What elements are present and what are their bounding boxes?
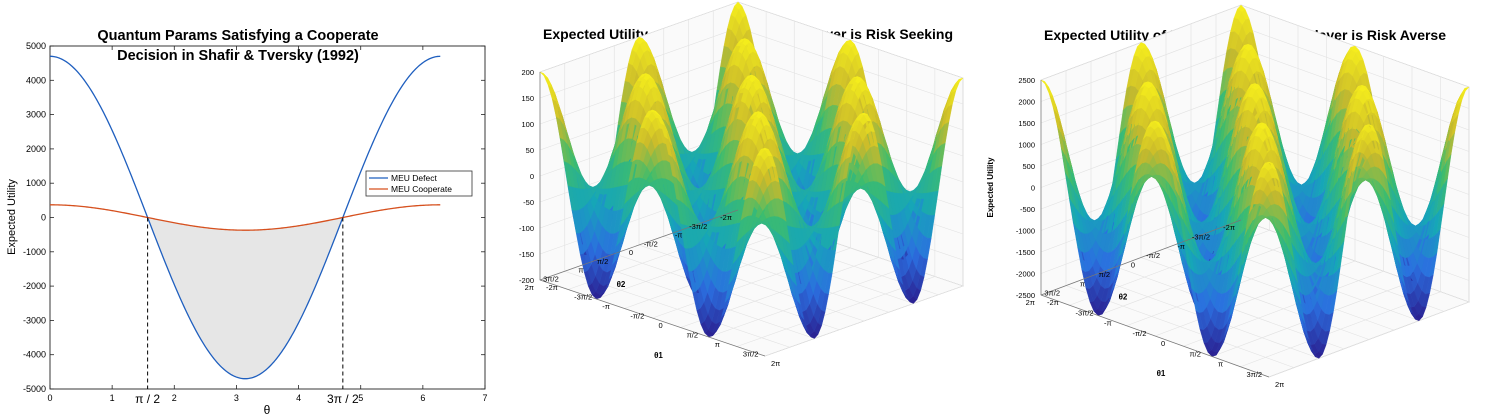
z-tick-label: 100 <box>521 120 534 129</box>
legend-cooperate-label: MEU Cooperate <box>391 184 452 194</box>
z-tick-label: -100 <box>519 224 534 233</box>
theta2-tick-label: π/2 <box>597 257 608 266</box>
theta1-tick-label: -π/2 <box>630 312 644 321</box>
z-tick-label: -200 <box>519 276 534 285</box>
surface-facet <box>539 71 548 78</box>
chart1-plot-area: -5000-4000-3000-2000-1000010002000300040… <box>23 41 488 406</box>
theta1-tick-label: 3π/2 <box>743 350 759 359</box>
z-tick-label: 0 <box>530 172 534 181</box>
y-tick-label: 4000 <box>26 75 46 85</box>
theta2-tick-label: 2π <box>525 283 534 292</box>
x-tick-label: 5 <box>358 393 363 403</box>
theta2-tick-label: π <box>578 266 583 275</box>
x-tick-label: 1 <box>110 393 115 403</box>
legend-box <box>365 170 473 197</box>
y-tick-label: -4000 <box>23 350 46 360</box>
y-tick-label: -2000 <box>23 281 46 291</box>
y-tick-label: 1000 <box>26 178 46 188</box>
y-tick-label: 0 <box>41 213 46 223</box>
x-tick-label: 7 <box>482 393 487 403</box>
y-tick-label: 5000 <box>26 41 46 51</box>
y-tick-label: -1000 <box>23 247 46 257</box>
y-tick-label: 2000 <box>26 144 46 154</box>
z-tick-label: -150 <box>519 250 534 259</box>
theta2-tick-label: -π <box>675 231 683 240</box>
z-tick-label: -50 <box>523 198 534 207</box>
theta1-tick-label: -2π <box>546 283 558 292</box>
surface-chart-risk-seeking: Expected Utility of Defecting Given the … <box>519 1 964 368</box>
z-tick-label: 200 <box>521 68 534 77</box>
x-tick-label: 3 <box>234 393 239 403</box>
z-tick-label: 50 <box>526 146 534 155</box>
x-tick-label: 6 <box>420 393 425 403</box>
chart3-plot-area: -2500-2000-1500-1000-5000500100015002000… <box>986 4 1470 389</box>
theta2-tick-label: 0 <box>629 248 633 257</box>
theta1-tick-label: π/2 <box>687 331 698 340</box>
series-meu-defect <box>49 55 441 380</box>
chart2-plot-area: -200 -150 -100 -50 0 50 100 150 200 -2π -3π/2 -π -π/… <box>519 1 964 368</box>
x-tick-label: 4 <box>296 393 301 403</box>
x-tick-label: 0 <box>47 393 52 403</box>
theta2-axis-label: θ2 <box>617 280 626 289</box>
y-tick-label: -5000 <box>23 384 46 394</box>
box-edge <box>539 209 739 281</box>
x-tick-label: 2 <box>172 393 177 403</box>
annotation-label: 3π / 2 <box>327 392 359 406</box>
surface-mesh <box>539 1 964 339</box>
series-meu-cooperate <box>50 204 441 231</box>
theta2-tick-label: -2π <box>720 213 732 222</box>
legend-defect-label: MEU Defect <box>391 173 437 183</box>
theta1-tick-label: -π <box>602 302 610 311</box>
annotation-label: π / 2 <box>135 392 160 406</box>
theta1-axis-label: θ1 <box>654 351 663 360</box>
y-tick-label: 3000 <box>26 110 46 120</box>
z-tick-label: 150 <box>521 94 534 103</box>
theta1-tick-label: -3π/2 <box>574 293 592 302</box>
surface-chart-risk-averse: Expected Utility of Defecting Given the … <box>986 4 1470 389</box>
box-edge <box>539 279 766 357</box>
theta1-tick-label: 2π <box>771 359 780 368</box>
line-chart-panel: Quantum Params Satisfying a Cooperate De… <box>6 28 488 417</box>
chart1-legend: MEU Defect MEU Cooperate <box>365 170 473 197</box>
theta2-tick-label: 3π/2 <box>543 274 559 283</box>
theta2-tick-label: -3π/2 <box>689 222 707 231</box>
shaded-region <box>147 217 343 379</box>
chart1-ylabel: Expected Utility <box>6 179 18 255</box>
theta1-tick-label: 0 <box>659 321 663 330</box>
chart1-title-line1: Quantum Params Satisfying a Cooperate <box>97 28 378 44</box>
y-tick-label: -3000 <box>23 315 46 325</box>
chart1-xlabel: θ <box>264 403 271 417</box>
chart1-title-line2: Decision in Shafir & Tversky (1992) <box>117 48 359 64</box>
surface-mesh <box>1040 4 1470 359</box>
theta2-tick-label: -π/2 <box>644 239 658 248</box>
theta1-tick-label: π <box>715 340 720 349</box>
